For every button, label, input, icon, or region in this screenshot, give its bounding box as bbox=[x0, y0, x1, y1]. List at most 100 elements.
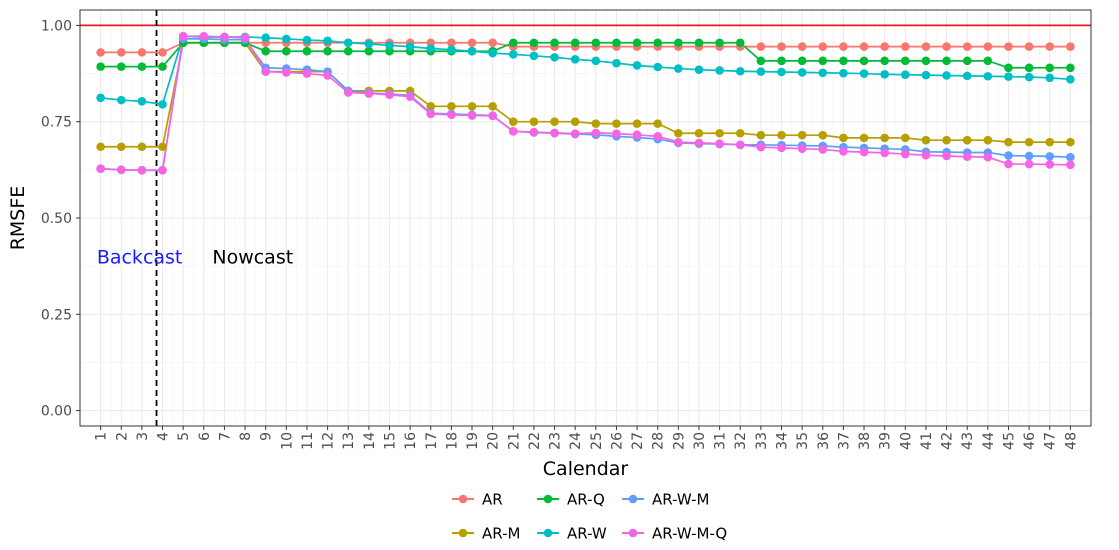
data-point bbox=[405, 42, 415, 51]
x-tick-label: 44 bbox=[981, 432, 997, 450]
data-point bbox=[777, 130, 786, 140]
x-tick-label: 26 bbox=[609, 432, 625, 450]
x-tick-label: 39 bbox=[878, 432, 894, 450]
data-point bbox=[942, 71, 951, 80]
data-point bbox=[756, 56, 766, 66]
data-point bbox=[529, 51, 539, 61]
data-point bbox=[199, 31, 209, 41]
data-point bbox=[343, 38, 353, 48]
data-point bbox=[694, 138, 704, 148]
x-tick-label: 24 bbox=[568, 432, 584, 450]
data-point bbox=[1024, 63, 1034, 73]
data-point bbox=[777, 56, 786, 66]
data-point bbox=[385, 90, 394, 100]
y-tick-label: 0.50 bbox=[41, 211, 72, 227]
data-point bbox=[96, 164, 105, 173]
x-tick-label: 36 bbox=[816, 432, 832, 450]
x-tick-label: 5 bbox=[176, 432, 192, 441]
x-tick-label: 32 bbox=[733, 432, 749, 450]
data-point bbox=[282, 34, 291, 44]
data-point bbox=[921, 56, 931, 66]
x-tick-label: 20 bbox=[486, 432, 502, 450]
data-point bbox=[158, 48, 167, 57]
data-point bbox=[859, 56, 869, 66]
data-point bbox=[343, 88, 353, 97]
legend-key-point bbox=[458, 494, 468, 504]
x-tick-label: 27 bbox=[630, 432, 646, 450]
x-axis-title: Calendar bbox=[543, 458, 629, 480]
data-point bbox=[529, 117, 539, 127]
x-tick-label: 1 bbox=[94, 432, 110, 441]
x-tick-label: 29 bbox=[671, 432, 687, 450]
x-tick-label: 33 bbox=[754, 432, 770, 450]
data-point bbox=[777, 67, 786, 77]
data-point bbox=[447, 101, 456, 111]
data-point bbox=[137, 142, 147, 152]
x-tick-label: 34 bbox=[775, 432, 791, 450]
data-point bbox=[323, 36, 332, 46]
data-point bbox=[1066, 137, 1075, 147]
data-point bbox=[550, 53, 559, 62]
data-point bbox=[942, 42, 951, 51]
data-point bbox=[715, 139, 724, 148]
data-point bbox=[96, 142, 105, 152]
data-point bbox=[1066, 75, 1075, 84]
x-tick-label: 35 bbox=[795, 432, 811, 450]
data-point bbox=[447, 110, 456, 120]
data-point bbox=[447, 38, 456, 48]
x-tick-label: 6 bbox=[197, 432, 213, 441]
x-tick-label: 47 bbox=[1043, 432, 1059, 450]
data-point bbox=[1024, 72, 1034, 82]
data-point bbox=[591, 119, 601, 128]
data-point bbox=[715, 38, 724, 48]
data-point bbox=[158, 62, 167, 71]
data-point bbox=[467, 38, 477, 48]
grid-layer bbox=[80, 10, 1091, 426]
data-point bbox=[921, 42, 931, 51]
data-point bbox=[385, 41, 394, 50]
data-point bbox=[839, 42, 848, 51]
data-point bbox=[839, 56, 848, 66]
x-tick-label: 23 bbox=[548, 432, 564, 450]
data-point bbox=[426, 109, 436, 119]
data-point bbox=[612, 38, 621, 48]
data-point bbox=[962, 42, 972, 51]
data-point bbox=[1045, 63, 1055, 73]
x-tick-label: 2 bbox=[114, 432, 130, 441]
data-point bbox=[859, 147, 869, 157]
data-point bbox=[570, 117, 580, 127]
y-tick-label: 0.25 bbox=[41, 307, 72, 323]
x-tick-label: 28 bbox=[651, 432, 667, 450]
y-tick-label: 1.00 bbox=[41, 18, 72, 34]
data-point bbox=[116, 48, 126, 57]
data-point bbox=[1066, 42, 1075, 51]
x-tick-label: 3 bbox=[135, 432, 151, 441]
data-point bbox=[901, 70, 910, 80]
data-point bbox=[880, 56, 889, 66]
data-point bbox=[756, 130, 766, 140]
data-point bbox=[488, 48, 497, 58]
legend-label: AR-W-M bbox=[652, 491, 709, 509]
data-point bbox=[653, 38, 663, 48]
data-point bbox=[818, 130, 828, 140]
x-tick-label: 14 bbox=[362, 432, 378, 450]
data-point bbox=[962, 71, 972, 81]
data-point bbox=[426, 44, 436, 53]
data-point bbox=[240, 33, 250, 43]
data-point bbox=[756, 42, 766, 51]
legend-label: AR-Q bbox=[567, 491, 605, 509]
data-point bbox=[921, 150, 931, 160]
data-point bbox=[137, 165, 147, 175]
data-point bbox=[694, 38, 704, 48]
data-point bbox=[818, 42, 828, 51]
legend-key-point bbox=[543, 528, 553, 538]
data-point bbox=[570, 129, 580, 138]
data-point bbox=[859, 42, 869, 51]
data-point bbox=[447, 45, 456, 54]
data-point bbox=[1024, 159, 1034, 169]
data-point bbox=[302, 46, 312, 56]
data-point bbox=[220, 32, 229, 42]
data-point bbox=[550, 128, 559, 138]
data-point bbox=[591, 38, 601, 48]
data-point bbox=[591, 56, 601, 66]
